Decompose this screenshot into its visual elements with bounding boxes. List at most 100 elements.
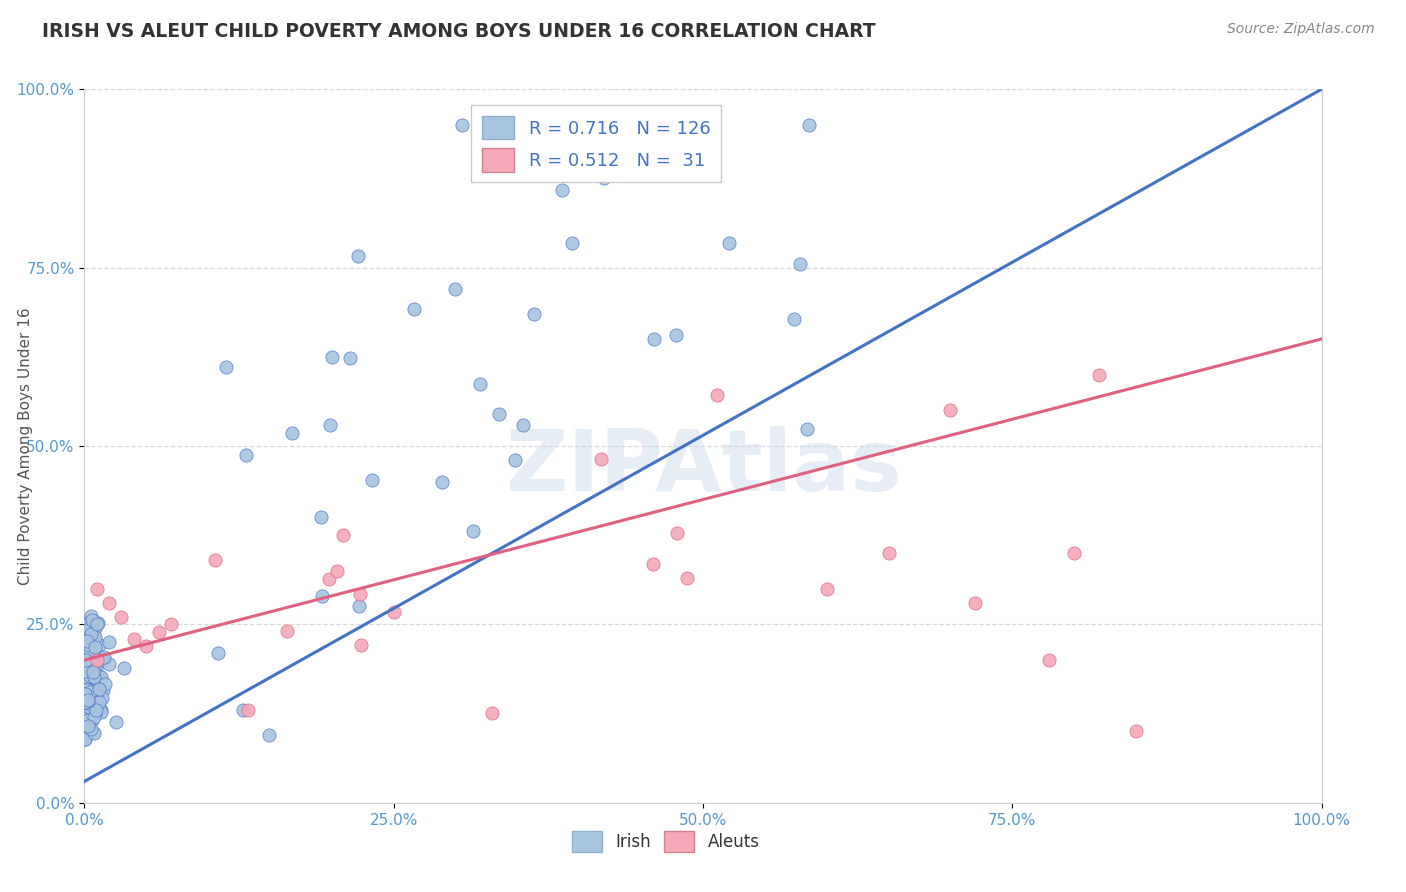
Point <box>93 650 115 665</box>
Point <box>83 709 105 723</box>
Point <box>75 631 97 645</box>
Point <box>512 417 534 432</box>
Point <box>276 624 298 638</box>
Point <box>443 282 465 296</box>
Point <box>675 571 697 585</box>
Point <box>76 634 98 648</box>
Point <box>79 722 101 736</box>
Point <box>349 587 371 601</box>
Point <box>84 630 107 644</box>
Point <box>77 647 100 661</box>
Point <box>148 624 170 639</box>
Point <box>83 706 105 720</box>
Point <box>83 648 105 663</box>
Point <box>463 524 485 538</box>
Point <box>77 710 100 724</box>
Point <box>80 613 103 627</box>
Point <box>318 417 340 432</box>
Point <box>73 653 96 667</box>
Point <box>86 653 108 667</box>
Point <box>80 609 103 624</box>
Point <box>207 646 229 660</box>
Point <box>79 643 101 657</box>
Point <box>77 644 100 658</box>
Point <box>815 582 838 596</box>
Point <box>402 301 425 316</box>
Point <box>112 661 135 675</box>
Point <box>83 726 105 740</box>
Point <box>80 710 103 724</box>
Point <box>75 695 97 709</box>
Point <box>349 599 371 614</box>
Text: Source: ZipAtlas.com: Source: ZipAtlas.com <box>1227 22 1375 37</box>
Point <box>77 700 100 714</box>
Point <box>1063 546 1085 560</box>
Point <box>382 605 405 619</box>
Point <box>79 670 101 684</box>
Point <box>215 360 238 375</box>
Point <box>79 669 101 683</box>
Point <box>430 475 453 490</box>
Point <box>80 688 103 702</box>
Point <box>73 732 96 747</box>
Point <box>75 732 97 747</box>
Point <box>311 589 333 603</box>
Point <box>641 558 664 572</box>
Point <box>77 638 100 652</box>
Point <box>98 596 121 610</box>
Point <box>73 664 96 678</box>
Point <box>77 693 100 707</box>
Point <box>76 658 98 673</box>
Point <box>87 681 110 696</box>
Point <box>135 639 157 653</box>
Point <box>77 693 100 707</box>
Point <box>574 118 596 132</box>
Point <box>665 328 688 343</box>
Point <box>93 676 115 690</box>
Point <box>1038 653 1060 667</box>
Point <box>706 387 728 401</box>
Legend: Irish, Aleuts: Irish, Aleuts <box>565 824 766 859</box>
Point <box>280 425 302 440</box>
Point <box>332 527 354 541</box>
Point <box>238 703 260 717</box>
Point <box>77 696 100 710</box>
Point <box>90 670 112 684</box>
Point <box>75 723 97 737</box>
Point <box>98 635 121 649</box>
Point <box>309 510 332 524</box>
Point <box>86 694 108 708</box>
Text: ZIPAtlas: ZIPAtlas <box>505 425 901 509</box>
Point <box>87 668 110 682</box>
Point <box>86 658 108 673</box>
Point <box>551 183 574 197</box>
Point <box>79 614 101 628</box>
Point <box>73 688 96 702</box>
Point <box>796 422 818 436</box>
Point <box>257 728 280 742</box>
Point <box>75 695 97 709</box>
Text: Child Poverty Among Boys Under 16: Child Poverty Among Boys Under 16 <box>18 307 32 585</box>
Point <box>789 257 811 271</box>
Point <box>79 649 101 664</box>
Point <box>73 687 96 701</box>
Point <box>160 617 183 632</box>
Point <box>326 565 349 579</box>
Point <box>83 657 105 671</box>
Point <box>76 719 98 733</box>
Point <box>346 249 368 263</box>
Point <box>77 699 100 714</box>
Point <box>89 638 111 652</box>
Point <box>91 691 114 706</box>
Point <box>84 703 107 717</box>
Point <box>86 615 108 630</box>
Point <box>718 235 741 250</box>
Point <box>79 633 101 648</box>
Point <box>561 235 583 250</box>
Point <box>339 351 361 366</box>
Point <box>82 657 104 672</box>
Point <box>83 670 105 684</box>
Point <box>76 709 98 723</box>
Point <box>91 683 114 698</box>
Point <box>77 681 100 695</box>
